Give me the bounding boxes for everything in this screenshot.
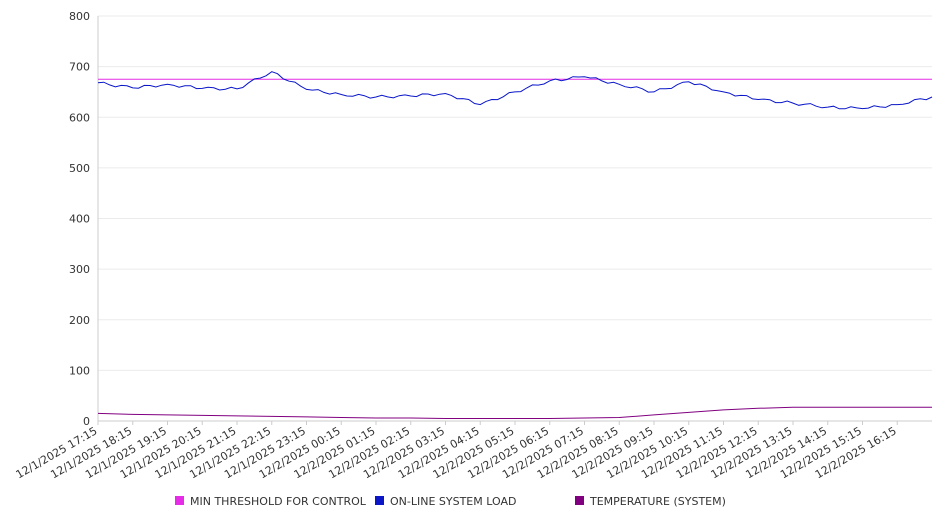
y-tick-label: 800 — [69, 10, 90, 23]
series-lines — [97, 71, 933, 419]
legend-label: ON-LINE SYSTEM LOAD — [390, 495, 516, 508]
y-tick-label: 0 — [83, 415, 90, 428]
y-tick-label: 500 — [69, 162, 90, 175]
legend-swatch — [375, 496, 384, 505]
legend-label: TEMPERATURE (SYSTEM) — [589, 495, 726, 508]
y-tick-label: 200 — [69, 314, 90, 327]
series-line-1 — [97, 71, 933, 110]
y-tick-labels: 0 100 200 300 400 500 600 700 800 — [69, 10, 90, 428]
y-tick-label: 400 — [69, 213, 90, 226]
legend: MIN THRESHOLD FOR CONTROL ON-LINE SYSTEM … — [175, 495, 726, 508]
series-line-2 — [97, 406, 932, 419]
y-tick-label: 300 — [69, 263, 90, 276]
y-tick-label: 100 — [69, 364, 90, 377]
grid-lines — [98, 15, 932, 371]
y-tick-label: 700 — [69, 61, 90, 74]
legend-swatch — [575, 496, 584, 505]
y-tick-label: 600 — [69, 111, 90, 124]
legend-swatch — [175, 496, 184, 505]
legend-label: MIN THRESHOLD FOR CONTROL — [190, 495, 367, 508]
